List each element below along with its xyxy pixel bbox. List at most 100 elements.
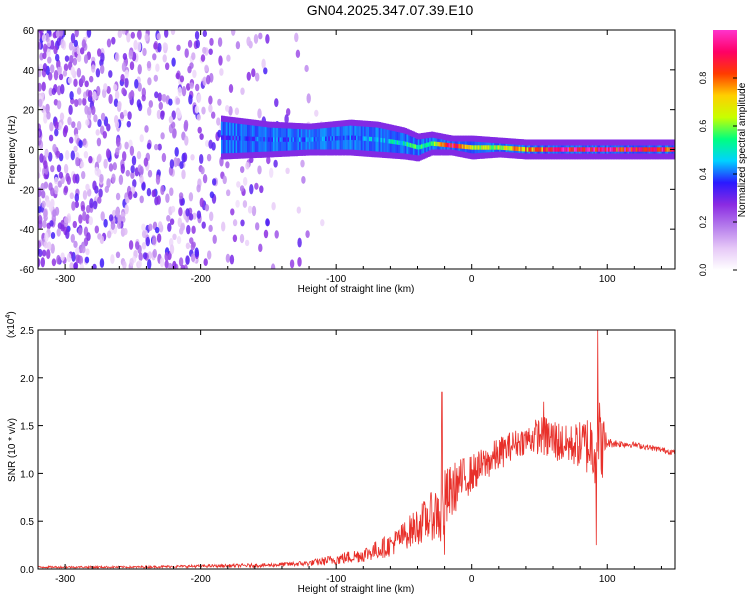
spectrogram-band-core bbox=[388, 139, 391, 144]
spectrogram-noise-cell bbox=[63, 63, 69, 72]
spectrogram-band-core bbox=[349, 135, 352, 140]
spectrogram-noise-cell bbox=[245, 162, 250, 170]
x-tick-label: -300 bbox=[55, 574, 75, 585]
spectrogram-band-core bbox=[536, 147, 539, 152]
spectrogram-noise-cell bbox=[255, 222, 260, 231]
spectrogram-band-core bbox=[325, 136, 328, 141]
spectrogram-band-core bbox=[411, 143, 414, 148]
spectrogram-band-core bbox=[549, 147, 552, 152]
spectrogram-noise-cell bbox=[128, 240, 134, 250]
spectrogram-band-core bbox=[578, 147, 581, 152]
spectrogram-band-core bbox=[277, 137, 281, 142]
spectrogram-noise-cell bbox=[38, 98, 43, 108]
spectrogram-noise-cell bbox=[43, 241, 48, 249]
spectrogram-noise-cell bbox=[137, 82, 142, 92]
spectrogram-noise-cell bbox=[186, 224, 191, 235]
spectrogram-noise-cell bbox=[78, 139, 83, 149]
spectrogram-noise-cell bbox=[139, 174, 144, 184]
spectrogram-noise-cell bbox=[49, 121, 54, 132]
spectrogram-band-core bbox=[302, 137, 305, 142]
spectrogram-noise-cell bbox=[120, 74, 125, 82]
spectrogram-noise-cell bbox=[47, 241, 52, 252]
spectrogram-noise-cell bbox=[125, 169, 130, 177]
spectrogram-band-core bbox=[406, 142, 409, 147]
spectrogram-noise-cell bbox=[124, 69, 129, 79]
colorbar-tick-label: 0.8 bbox=[698, 72, 708, 85]
spectrogram-band-core bbox=[601, 147, 604, 152]
spectrogram-band-core bbox=[346, 135, 349, 140]
colorbar-label: Normalized spectral amplitude bbox=[737, 82, 748, 217]
spectrogram-band-core bbox=[652, 147, 655, 152]
spectrogram-noise-cell bbox=[196, 210, 202, 219]
spectrogram-noise-cell bbox=[100, 64, 105, 75]
spectrogram-band-core bbox=[308, 137, 311, 142]
spectrogram-noise-cell bbox=[145, 236, 150, 247]
spectrogram-noise-cell bbox=[143, 157, 149, 167]
spectrogram-noise-cell bbox=[206, 74, 211, 85]
spectrogram-band-core bbox=[447, 142, 450, 148]
spectrogram-noise-cell bbox=[229, 254, 235, 265]
spectrogram-band-core bbox=[612, 147, 616, 152]
spectrogram-noise-cell bbox=[165, 62, 170, 71]
spectrogram-noise-cell bbox=[124, 77, 129, 88]
spectrogram-band-core bbox=[650, 147, 653, 152]
spectrogram-noise-cell bbox=[49, 220, 54, 227]
spectrogram-noise-cell bbox=[200, 166, 205, 175]
spectrogram-noise-cell bbox=[261, 58, 266, 69]
spectrogram-noise-cell bbox=[122, 151, 127, 162]
spectrogram-noise-cell bbox=[69, 192, 75, 200]
spectrogram-noise-cell bbox=[144, 125, 149, 133]
spectrogram-noise-cell bbox=[38, 206, 42, 214]
spectrogram-noise-cell bbox=[217, 98, 222, 106]
spectrogram-band-core bbox=[479, 145, 482, 150]
spectrogram-band-core bbox=[526, 147, 529, 152]
spectrogram-noise-cell bbox=[92, 263, 97, 269]
spectrogram-band-core bbox=[637, 147, 640, 152]
spectrogram-noise-cell bbox=[147, 259, 152, 269]
spectrogram-noise-cell bbox=[65, 150, 70, 160]
spectrogram-noise-cell bbox=[199, 197, 204, 208]
spectrogram-noise-cell bbox=[156, 195, 161, 205]
spectrogram-noise-cell bbox=[189, 237, 194, 244]
spectrogram-noise-cell bbox=[38, 214, 43, 225]
spectrogram-noise-cell bbox=[123, 109, 128, 117]
spectrogram-noise-cell bbox=[44, 231, 49, 243]
spectrogram-noise-cell bbox=[131, 155, 137, 166]
spectrogram-noise-cell bbox=[266, 156, 271, 165]
spectrogram-noise-cell bbox=[41, 81, 46, 92]
spectrogram-band-core bbox=[250, 136, 253, 141]
spectrogram-noise-cell bbox=[154, 143, 159, 151]
spectrogram-noise-cell bbox=[219, 68, 224, 76]
x-tick-label: 100 bbox=[599, 574, 616, 585]
spectrogram-band-core bbox=[494, 145, 497, 150]
spectrogram-band-core bbox=[557, 147, 560, 152]
spectrogram-noise-cell bbox=[38, 63, 43, 71]
spectrogram-noise-cell bbox=[249, 184, 254, 195]
spectrogram-noise-cell bbox=[189, 82, 194, 89]
spectrogram-noise-cell bbox=[148, 100, 153, 108]
spectrogram-noise-cell bbox=[179, 161, 184, 170]
spectrogram-band-core bbox=[347, 135, 350, 140]
spectrogram-band-core bbox=[543, 147, 546, 152]
spectrogram-noise-cell bbox=[73, 262, 78, 269]
spectrogram-band-core bbox=[344, 135, 347, 140]
y-tick-label: -60 bbox=[20, 265, 35, 276]
spectrogram-noise-cell bbox=[190, 154, 195, 161]
spectrogram-noise-cell bbox=[192, 69, 197, 79]
spectrogram-noise-cell bbox=[187, 39, 193, 48]
spectrogram-band-core bbox=[455, 143, 458, 149]
spectrogram-noise-cell bbox=[196, 114, 201, 121]
spectrogram-band-core bbox=[329, 136, 333, 141]
spectrogram-band-core bbox=[279, 137, 282, 142]
spectrogram-noise-cell bbox=[87, 188, 92, 197]
spectrogram-band-core bbox=[572, 147, 575, 152]
spectrogram-band-core bbox=[541, 147, 544, 152]
x-tick-label: -100 bbox=[326, 274, 346, 285]
spectrogram-noise-cell bbox=[297, 237, 302, 248]
spectrogram-noise-cell bbox=[99, 235, 105, 244]
spectrogram-band-core bbox=[323, 136, 326, 141]
spectrogram-noise-cell bbox=[170, 121, 176, 129]
spectrogram-noise-cell bbox=[258, 32, 263, 40]
